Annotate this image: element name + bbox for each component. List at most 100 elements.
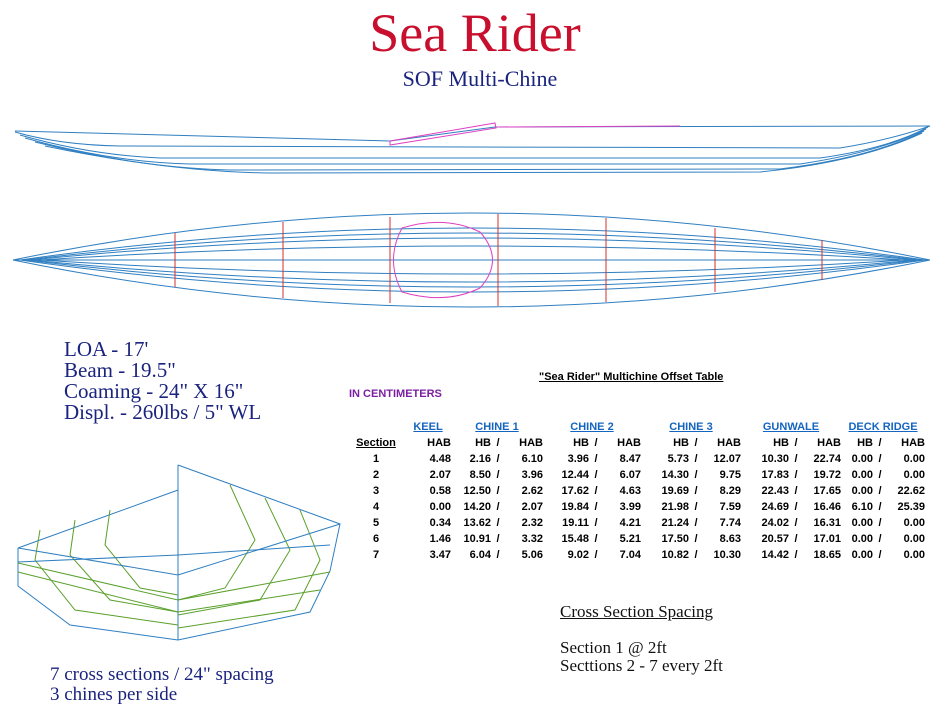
chine2-hb: 3.96 (567, 453, 589, 465)
keel-hab: 2.07 (429, 469, 451, 481)
chine3-hb: 10.82 (661, 549, 689, 561)
spacing-line-2: Secttions 2 - 7 every 2ft (560, 656, 723, 675)
separator: / (878, 533, 882, 545)
deck-ridge-hb: 0.00 (851, 517, 873, 529)
keel-hab: 0.00 (429, 501, 451, 513)
offset-table: KEEL CHINE 1 CHINE 2 CHINE 3 GUNWALE DEC… (347, 419, 925, 563)
separator: / (878, 485, 882, 497)
separator: / (496, 517, 500, 529)
drawing-subtitle: SOF Multi-Chine (402, 66, 558, 91)
group-chine-3: CHINE 3 (669, 421, 713, 433)
cockpit-coaming-plan (393, 221, 493, 299)
section-number: 5 (372, 517, 380, 529)
deck-ridge-hab: 0.00 (903, 469, 925, 481)
chine2-hab: 6.07 (619, 469, 641, 481)
chine3-hab: 9.75 (719, 469, 741, 481)
chine3-hab: 10.30 (713, 549, 741, 561)
table-row: 3 0.58 12.50 / 2.62 17.62 / 4.63 19.69 / 8.29 22.43… (347, 483, 925, 499)
side-profile-view (14, 122, 931, 174)
separator: / (496, 485, 500, 497)
gunwale-hb: 24.69 (761, 501, 789, 513)
separator: / (878, 517, 882, 529)
separator: / (594, 501, 598, 513)
separator: / (496, 549, 500, 561)
spec-beam: Beam - 19.5" (64, 358, 176, 382)
separator: / (794, 549, 798, 561)
drawing-title: Sea Rider (369, 3, 581, 63)
chine2-hab: 8.47 (619, 453, 641, 465)
table-row: 4 0.00 14.20 / 2.07 19.84 / 3.99 21.98 / 7.59 24.69… (347, 499, 925, 515)
chine3-hb: 5.73 (667, 453, 689, 465)
section-number: 2 (372, 469, 380, 481)
gunwale-hb: 22.43 (761, 485, 789, 497)
deck-ridge-hab: 0.00 (903, 549, 925, 561)
separator: / (594, 549, 598, 561)
table-units: IN CENTIMETERS (349, 388, 442, 400)
gunwale-hab: 16.46 (813, 501, 841, 513)
spacing-line-1: Section 1 @ 2ft (560, 638, 667, 657)
chine1-hab: 6.10 (521, 453, 543, 465)
separator: / (878, 501, 882, 513)
spec-loa: LOA - 17' (64, 337, 149, 361)
chine1-hb: 6.04 (469, 549, 491, 561)
deck-ridge-hab: 25.39 (897, 501, 925, 513)
separator: / (594, 453, 598, 465)
separator: / (694, 549, 698, 561)
spec-list: LOA - 17' Beam - 19.5" Coaming - 24" X 1… (64, 339, 261, 423)
chine1-hab: 3.32 (521, 533, 543, 545)
separator: / (694, 485, 698, 497)
separator: / (594, 517, 598, 529)
cross-section-spacing: Cross Section Spacing Section 1 @ 2ft Se… (560, 603, 723, 675)
chine3-hab: 7.59 (719, 501, 741, 513)
deck-ridge-hb: 6.10 (851, 501, 873, 513)
chine3-hb: 19.69 (661, 485, 689, 497)
deck-ridge-hb: 0.00 (851, 549, 873, 561)
chine2-hb: 9.02 (567, 549, 589, 561)
body-plan-view (17, 464, 341, 641)
plan-view (12, 212, 931, 308)
header-section: Section (356, 437, 396, 449)
gunwale-hab: 16.31 (813, 517, 841, 529)
chine3-hb: 17.50 (661, 533, 689, 545)
group-gunwale: GUNWALE (762, 421, 820, 433)
body-plan-caption: 7 cross sections / 24" spacing 3 chines … (50, 665, 274, 705)
table-row: 6 1.46 10.91 / 3.32 15.48 / 5.21 17.50 / 8.63 20.57… (347, 531, 925, 547)
chine3-hab: 8.63 (719, 533, 741, 545)
gunwale-hb: 17.83 (761, 469, 789, 481)
keel-hab: 4.48 (429, 453, 451, 465)
gunwale-hab: 19.72 (813, 469, 841, 481)
separator: / (794, 533, 798, 545)
separator: / (594, 485, 598, 497)
chine2-hb: 17.62 (561, 485, 589, 497)
cockpit-coaming-profile (389, 122, 681, 146)
chine3-hb: 21.24 (661, 517, 689, 529)
chine2-hb: 19.11 (562, 517, 589, 529)
deck-ridge-hab: 0.00 (903, 453, 925, 465)
chine1-hb: 12.50 (463, 485, 491, 497)
section-number: 6 (372, 533, 380, 545)
gunwale-hab: 17.01 (813, 533, 841, 545)
separator: / (878, 453, 882, 465)
table-group-header-row: KEEL CHINE 1 CHINE 2 CHINE 3 GUNWALE DEC… (347, 419, 925, 435)
chine1-hab: 2.62 (521, 485, 543, 497)
section-number: 7 (372, 549, 380, 561)
chine1-hab: 2.07 (521, 501, 543, 513)
chine2-hb: 12.44 (561, 469, 589, 481)
separator: / (594, 469, 598, 481)
keel-hab: 0.58 (429, 485, 451, 497)
chine2-hab: 5.21 (619, 533, 641, 545)
chine1-hb: 13.62 (463, 517, 491, 529)
gunwale-hb: 14.42 (761, 549, 789, 561)
deck-ridge-hab: 0.00 (903, 517, 925, 529)
gunwale-hb: 24.02 (761, 517, 789, 529)
cross-section-stations (174, 214, 823, 306)
separator: / (496, 469, 500, 481)
chine1-hb: 10.91 (463, 533, 491, 545)
chine2-hab: 4.63 (619, 485, 641, 497)
separator: / (496, 533, 500, 545)
deck-ridge-hb: 0.00 (851, 469, 873, 481)
offset-table-body: 1 4.48 2.16/6.10 3.96/8.47 5.73/12.07 10.30/2… (347, 451, 925, 563)
table-row: 1 4.48 2.16 / 6.10 3.96 / 8.47 5.73 / 12.07 10.30 / 2… (347, 451, 925, 467)
chine1-hab: 5.06 (521, 549, 543, 561)
group-chine-1: CHINE 1 (475, 421, 519, 433)
